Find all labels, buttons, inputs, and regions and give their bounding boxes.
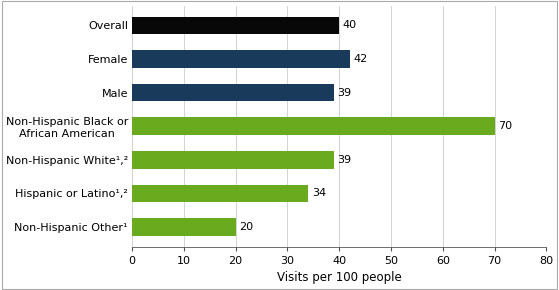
Bar xyxy=(132,151,334,168)
Text: 39: 39 xyxy=(338,155,352,165)
Bar xyxy=(132,84,334,101)
Bar xyxy=(132,218,236,236)
Bar xyxy=(132,50,349,68)
Bar xyxy=(132,185,308,202)
X-axis label: Visits per 100 people: Visits per 100 people xyxy=(277,271,401,284)
Text: 42: 42 xyxy=(353,54,367,64)
Bar xyxy=(132,17,339,34)
Text: 70: 70 xyxy=(498,121,513,131)
Text: 34: 34 xyxy=(312,188,326,198)
Text: 20: 20 xyxy=(239,222,253,232)
Text: 40: 40 xyxy=(343,20,357,30)
Bar xyxy=(132,117,495,135)
Text: 39: 39 xyxy=(338,88,352,97)
